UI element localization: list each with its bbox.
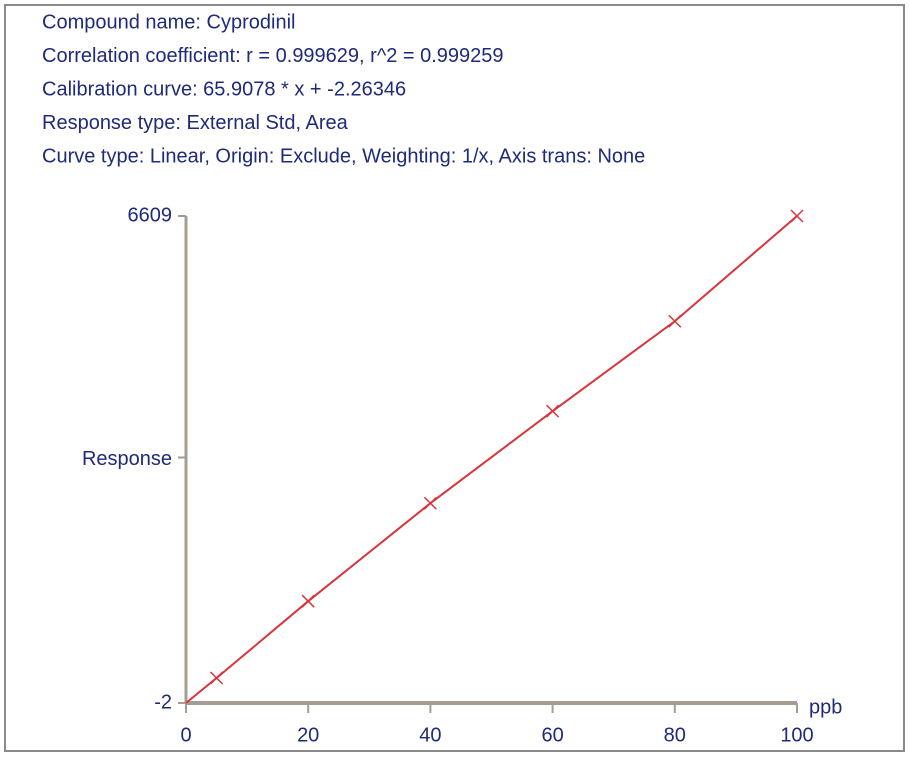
x-tick-label: 0 (180, 724, 191, 746)
x-tick-label: 40 (419, 724, 441, 746)
x-tick-label: 60 (541, 724, 563, 746)
point-stroke (790, 209, 804, 223)
y-axis-label: Response (82, 448, 172, 470)
point-stroke (546, 404, 560, 418)
header-line: Calibration curve: 65.9078 * x + -2.2634… (42, 78, 406, 100)
point (423, 496, 437, 510)
point (546, 404, 560, 418)
point (301, 594, 315, 608)
header-line: Compound name: Cyprodinil (42, 11, 295, 33)
point (210, 671, 224, 685)
header-line: Response type: External Std, Area (42, 112, 349, 134)
x-tick-label: 20 (297, 724, 319, 746)
header-line: Curve type: Linear, Origin: Exclude, Wei… (42, 146, 645, 168)
header-line: Correlation coefficient: r = 0.999629, r… (42, 45, 504, 67)
point-stroke (423, 496, 437, 510)
y-tick-label: 6609 (128, 204, 173, 226)
y-tick-label: -2 (154, 691, 172, 713)
point-stroke (210, 671, 224, 685)
point (668, 314, 682, 328)
x-axis-label: ppb (809, 696, 842, 718)
x-tick-label: 100 (780, 724, 813, 746)
point-stroke (668, 314, 682, 328)
point-stroke (301, 594, 315, 608)
point (790, 209, 804, 223)
x-tick-label: 80 (664, 724, 686, 746)
frame (4, 4, 905, 752)
